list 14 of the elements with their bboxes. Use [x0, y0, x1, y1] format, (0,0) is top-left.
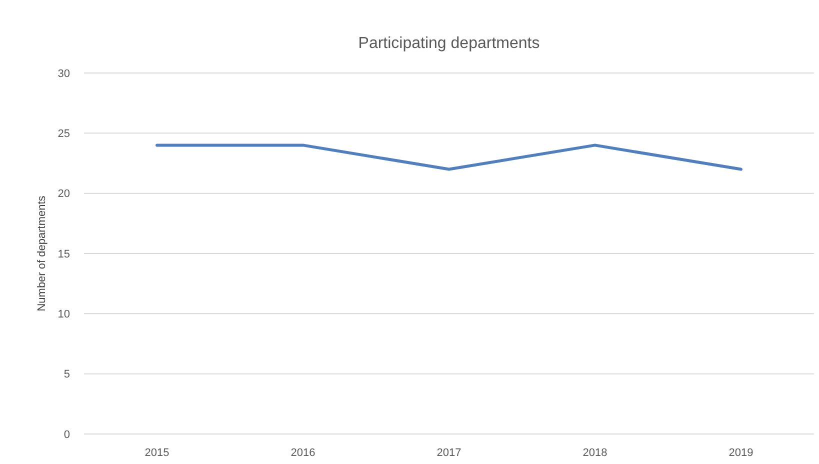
- y-tick-label: 20: [58, 188, 70, 200]
- x-tick-label: 2016: [290, 447, 316, 459]
- chart-title: Participating departments: [358, 35, 540, 52]
- y-tick-label: 25: [58, 128, 70, 140]
- x-tick-label: 2018: [582, 447, 608, 459]
- x-tick-label: 2019: [728, 447, 754, 459]
- y-tick-label: 5: [64, 368, 70, 381]
- y-axis-title: Number of departments: [36, 195, 48, 312]
- y-tick-label: 30: [58, 68, 70, 80]
- x-tick-label: 2015: [144, 447, 170, 459]
- y-tick-label: 0: [64, 428, 70, 441]
- y-tick-label: 10: [58, 308, 70, 321]
- y-tick-label: 15: [58, 248, 70, 260]
- x-tick-label: 2017: [436, 447, 462, 459]
